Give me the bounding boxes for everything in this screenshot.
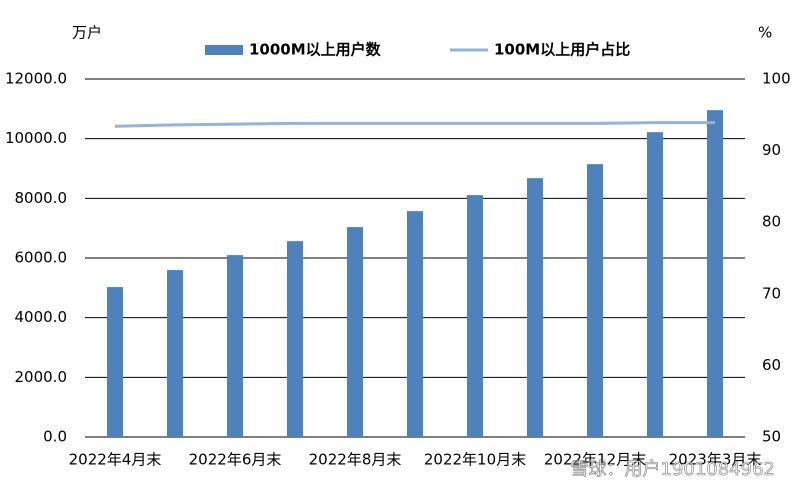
y-tick-label: 8000.0 [15,189,68,207]
y2-tick-label: 70 [762,284,781,302]
x-tick-label: 2022年8月末 [309,451,402,469]
watermark: 雪球：用户1901084962 [570,459,775,480]
x-tick-label: 2022年6月末 [189,451,282,469]
bar [467,195,483,437]
y2-tick-label: 50 [762,428,781,446]
y2-tick-label: 80 [762,213,781,231]
bar [707,110,723,437]
legend-label: 1000M以上用户数 [249,41,382,59]
y2-tick-label: 90 [762,141,781,159]
y-tick-label: 12000.0 [5,70,67,88]
y2-unit: % [758,24,772,42]
x-tick-label: 2022年12月末 [544,451,646,469]
bar [287,241,303,437]
bar [107,287,123,437]
y-tick-label: 4000.0 [15,308,68,326]
x-tick-label: 2022年10月末 [424,451,526,469]
y-tick-label: 2000.0 [15,368,68,386]
bar [167,270,183,437]
bar [587,164,603,437]
y-tick-label: 10000.0 [5,129,67,147]
y-tick-label: 0.0 [43,428,67,446]
bar [347,227,363,437]
y-unit: 万户 [72,24,102,42]
x-tick-label: 2022年4月末 [69,451,162,469]
legend-label: 100M以上用户占比 [494,41,630,59]
y2-tick-label: 100 [762,70,791,88]
x-tick-label: 2023年3月末 [669,451,762,469]
y2-tick-label: 60 [762,356,781,374]
bar [227,255,243,437]
bar [647,132,663,437]
bar [407,211,423,437]
bar [527,178,543,437]
legend-swatch [205,45,243,55]
line-series [114,121,715,128]
y-tick-label: 6000.0 [15,249,68,267]
